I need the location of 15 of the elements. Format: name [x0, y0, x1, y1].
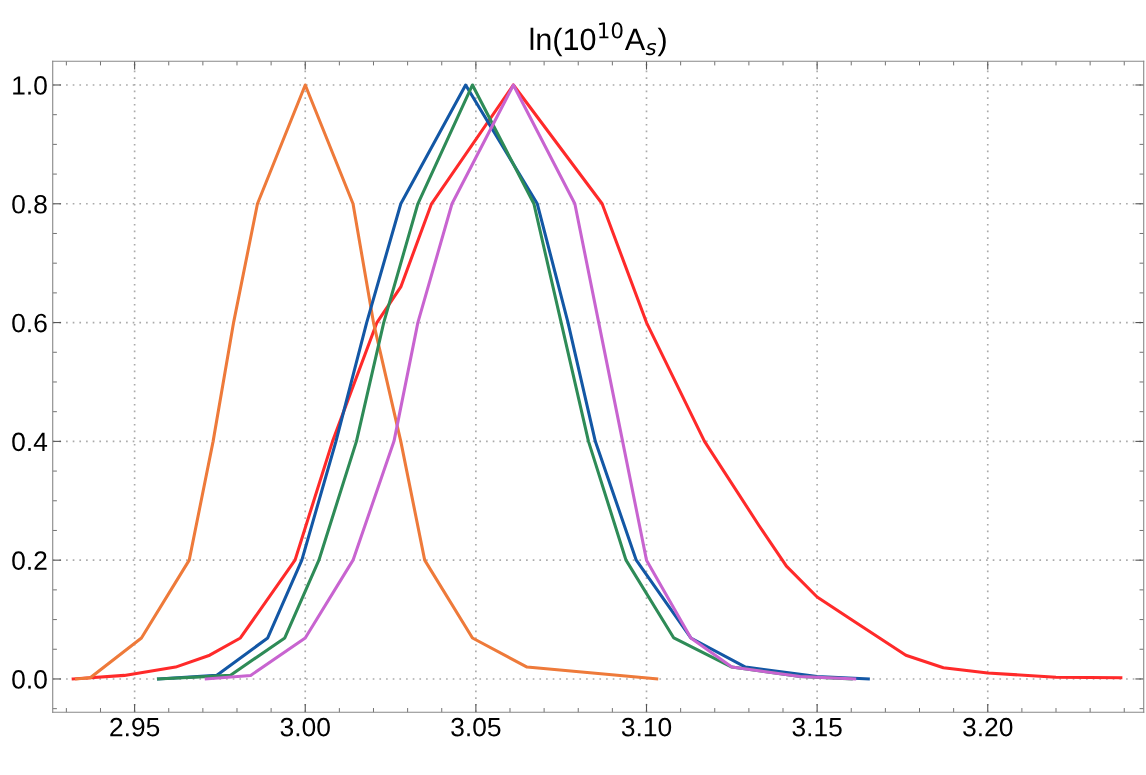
- x-tick-label: 3.05: [451, 717, 501, 737]
- line-series: [75, 83, 659, 681]
- x-tick-label: 3.00: [280, 717, 330, 737]
- y-tick-label: 0.6: [12, 313, 47, 333]
- y-tick-label: 0.4: [12, 432, 48, 452]
- x-tick-label: 3.20: [963, 717, 1013, 737]
- y-tick-label: 0.2: [12, 551, 47, 570]
- y-tick-label: 0.0: [12, 670, 47, 689]
- x-tick-label: 2.95: [110, 717, 160, 737]
- y-tick-label: 0.8: [12, 194, 47, 214]
- y-tick-label: 1.0: [13, 76, 47, 95]
- x-tick-label: 3.10: [621, 717, 672, 737]
- line-series: [71, 83, 1123, 681]
- chart-title: ln(10$^{10}$A$_{s}$): [530, 22, 666, 57]
- x-tick-label: 3.15: [792, 717, 842, 737]
